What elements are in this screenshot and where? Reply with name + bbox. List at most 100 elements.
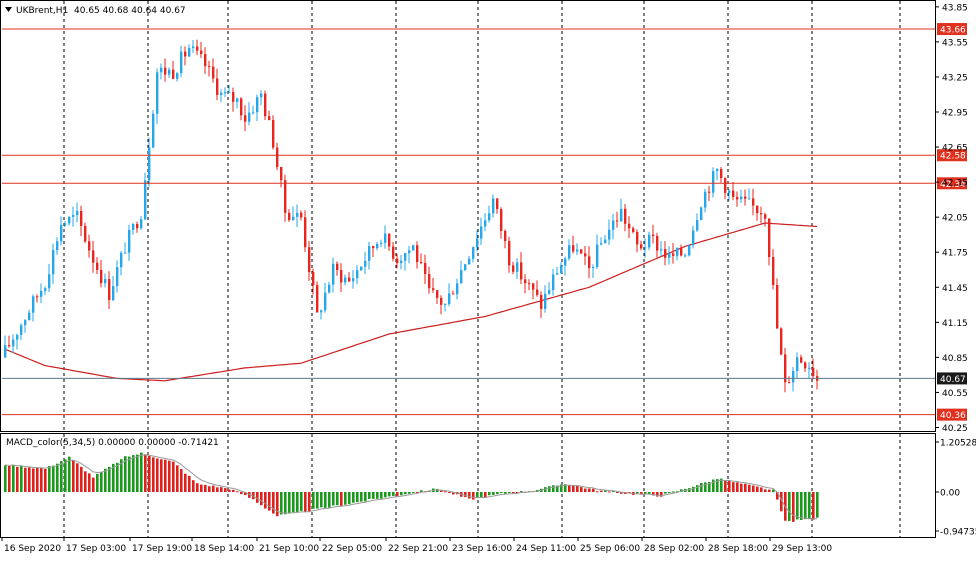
candle[interactable] (712, 167, 715, 198)
candle[interactable] (72, 206, 75, 227)
candle[interactable] (640, 240, 643, 251)
candle[interactable] (288, 209, 291, 222)
candle[interactable] (32, 294, 35, 322)
candle[interactable] (328, 281, 331, 294)
candle[interactable] (456, 278, 459, 300)
candle[interactable] (316, 281, 319, 313)
candle[interactable] (684, 253, 687, 258)
candle[interactable] (576, 243, 579, 256)
candle[interactable] (508, 236, 511, 273)
candle[interactable] (812, 358, 815, 380)
candle[interactable] (560, 262, 563, 274)
candle[interactable] (468, 255, 471, 265)
candle[interactable] (284, 174, 287, 222)
candle[interactable] (368, 241, 371, 270)
candle[interactable] (680, 244, 683, 257)
candle[interactable] (460, 260, 463, 284)
candle[interactable] (60, 216, 63, 246)
candle[interactable] (396, 253, 399, 269)
candle[interactable] (172, 60, 175, 80)
candle[interactable] (400, 254, 403, 270)
candle[interactable] (136, 221, 139, 233)
candle[interactable] (380, 239, 383, 248)
candle[interactable] (320, 309, 323, 320)
candle[interactable] (784, 347, 787, 393)
candle[interactable] (592, 264, 595, 279)
candle[interactable] (252, 105, 255, 115)
candle[interactable] (152, 110, 155, 149)
candle[interactable] (140, 216, 143, 231)
candle[interactable] (748, 188, 751, 200)
candle[interactable] (488, 205, 491, 223)
candle[interactable] (212, 58, 215, 83)
candle[interactable] (168, 67, 171, 78)
candle[interactable] (128, 224, 131, 261)
candle[interactable] (612, 213, 615, 240)
candle[interactable] (96, 257, 99, 275)
candle[interactable] (448, 283, 451, 307)
candle[interactable] (416, 241, 419, 269)
candle[interactable] (108, 271, 111, 309)
candle[interactable] (272, 115, 275, 150)
candle[interactable] (332, 257, 335, 293)
candle[interactable] (540, 291, 543, 318)
candle[interactable] (312, 268, 315, 295)
candle[interactable] (660, 241, 663, 256)
candle[interactable] (452, 290, 455, 295)
candle[interactable] (732, 181, 735, 201)
candle[interactable] (276, 142, 279, 170)
candle[interactable] (216, 68, 219, 101)
candle[interactable] (116, 260, 119, 293)
candle[interactable] (292, 206, 295, 221)
candle[interactable] (220, 89, 223, 103)
candle[interactable] (372, 245, 375, 257)
candle[interactable] (84, 222, 87, 244)
candle[interactable] (648, 231, 651, 251)
candle[interactable] (36, 294, 39, 303)
candle[interactable] (564, 256, 567, 276)
candle[interactable] (484, 213, 487, 231)
candle[interactable] (324, 282, 327, 313)
candle[interactable] (364, 251, 367, 275)
candle[interactable] (76, 202, 79, 223)
candle[interactable] (304, 210, 307, 252)
candle[interactable] (440, 295, 443, 315)
candle[interactable] (628, 216, 631, 238)
candle[interactable] (392, 241, 395, 262)
candle[interactable] (92, 240, 95, 273)
candle[interactable] (476, 230, 479, 252)
candle[interactable] (352, 270, 355, 289)
horizontal-levels[interactable]: 43.66 42.58 42.34 40.36 40.67 (2, 23, 967, 421)
candle[interactable] (472, 246, 475, 263)
candle[interactable] (56, 237, 59, 255)
candle[interactable] (496, 197, 499, 214)
candle[interactable] (500, 207, 503, 239)
candle[interactable] (724, 177, 727, 200)
candle[interactable] (408, 246, 411, 264)
candle[interactable] (788, 376, 791, 384)
candle[interactable] (160, 63, 163, 80)
candle[interactable] (656, 232, 659, 258)
candle[interactable] (356, 265, 359, 285)
candle[interactable] (676, 247, 679, 261)
candle[interactable] (52, 243, 55, 284)
candle[interactable] (772, 249, 775, 290)
candle[interactable] (580, 248, 583, 255)
candle[interactable] (124, 242, 127, 254)
candle[interactable] (480, 217, 483, 246)
candle[interactable] (668, 246, 671, 265)
candle[interactable] (524, 274, 527, 294)
candle[interactable] (24, 318, 27, 333)
candle[interactable] (144, 172, 147, 221)
candle[interactable] (268, 110, 271, 121)
candle[interactable] (752, 188, 755, 216)
candle[interactable] (192, 39, 195, 53)
candle[interactable] (528, 279, 531, 291)
candle[interactable] (428, 266, 431, 294)
candle[interactable] (384, 225, 387, 249)
candle[interactable] (764, 212, 767, 227)
candle[interactable] (16, 333, 19, 350)
candle[interactable] (68, 216, 71, 226)
candle[interactable] (632, 226, 635, 234)
candle[interactable] (388, 233, 391, 251)
